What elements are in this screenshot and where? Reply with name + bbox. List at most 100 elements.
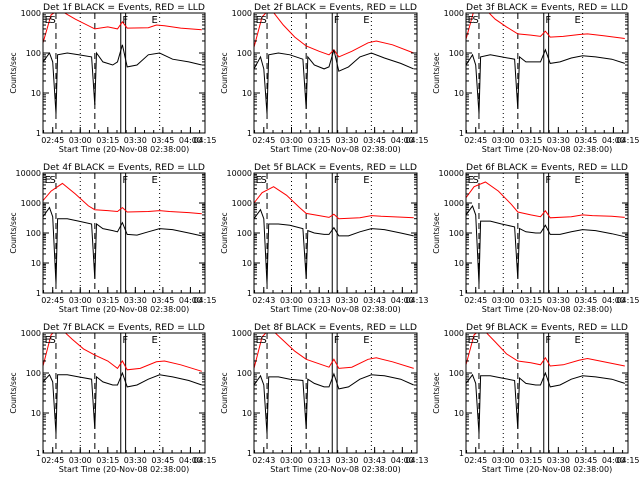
x-tick-label: 02:43 <box>252 296 275 305</box>
x-tick-label: 03:00 <box>492 296 515 305</box>
x-tick-label: 03:15 <box>96 296 119 305</box>
x-axis-label: Start Time (20-Nov-08 02:38:00) <box>482 145 612 154</box>
segment-marker-label: S <box>261 15 267 26</box>
plot-frame <box>42 172 206 294</box>
events-series-line <box>466 48 625 114</box>
x-tick-label: 03:30 <box>124 456 147 465</box>
y-tick-label: 1000 <box>21 199 41 208</box>
x-tick-label: 04:15 <box>616 456 639 465</box>
panel-title: Det 3f BLACK = Events, RED = LLD <box>466 3 628 13</box>
x-tick-label: 03:45 <box>574 456 597 465</box>
x-tick-label: 03:45 <box>363 136 386 145</box>
y-tick-label: 10000 <box>439 169 464 178</box>
lld-series-line <box>254 13 414 58</box>
y-tick-label: 1 <box>36 289 41 298</box>
x-tick-label: 03:30 <box>547 456 570 465</box>
x-tick-label: 02:45 <box>464 456 487 465</box>
segment-marker-label: E <box>45 335 51 346</box>
detector-panel-9: 1 10 100 1000 02:45 03:00 03:15 03:30 03:45 04:00… <box>432 323 640 474</box>
x-tick-label: 03:30 <box>124 296 147 305</box>
y-tick-label: 10 <box>242 89 252 98</box>
x-tick-label: 04:00 <box>179 296 202 305</box>
detector-panel-1: 1 10 100 1000 02:45 03:00 03:15 03:30 03:45 04:00… <box>9 3 217 154</box>
x-tick-label: 04:13 <box>405 456 428 465</box>
x-axis-label: Start Time (20-Nov-08 02:38:00) <box>270 305 400 314</box>
x-tick-label: 03:00 <box>492 136 515 145</box>
detector-panel-6: 1 10 100 1000 10000 02:45 03:00 03:15 03:30 03:45… <box>432 163 640 314</box>
x-tick-label: 03:00 <box>69 456 92 465</box>
segment-marker-label: S <box>261 335 267 346</box>
x-tick-label: 04:15 <box>193 296 216 305</box>
plot-frame <box>253 332 418 454</box>
segment-marker-label: S <box>472 335 478 346</box>
y-tick-label: 1 <box>247 289 252 298</box>
x-tick-label: 03:00 <box>69 136 92 145</box>
segment-marker-label: E <box>575 335 581 346</box>
y-tick-label: 1000 <box>21 329 41 338</box>
x-tick-label: 03:00 <box>280 136 303 145</box>
y-tick-label: 1000 <box>232 329 252 338</box>
y-tick-label: 1000 <box>444 9 464 18</box>
panel-title: Det 6f BLACK = Events, RED = LLD <box>466 163 628 173</box>
y-axis-label: Counts/sec <box>432 372 441 413</box>
events-series-line <box>466 371 625 434</box>
plot-frame <box>253 172 418 294</box>
x-tick-label: 02:45 <box>41 456 64 465</box>
x-tick-label: 04:00 <box>179 136 202 145</box>
events-series-line <box>466 204 625 285</box>
segment-marker-label: E <box>256 15 262 26</box>
events-series-line <box>43 371 202 434</box>
x-tick-label: 02:43 <box>252 456 275 465</box>
y-tick-label: 1 <box>459 449 464 458</box>
y-tick-label: 10000 <box>16 169 41 178</box>
x-tick-label: 03:45 <box>574 136 597 145</box>
segment-marker-label: E <box>363 175 369 186</box>
y-tick-label: 10 <box>454 259 464 268</box>
x-tick-label: 03:45 <box>151 136 174 145</box>
segment-marker-label: E <box>152 15 158 26</box>
segment-marker-label: E <box>468 335 474 346</box>
y-tick-label: 100 <box>26 49 41 58</box>
y-tick-label: 10 <box>31 89 41 98</box>
segment-marker-label: E <box>152 335 158 346</box>
x-tick-label: 02:45 <box>41 136 64 145</box>
segment-marker-label: S <box>49 15 55 26</box>
y-axis-label: Counts/sec <box>9 372 18 413</box>
x-tick-label: 03:43 <box>363 296 386 305</box>
x-tick-label: 03:30 <box>124 136 147 145</box>
segment-marker-label: E <box>468 15 474 26</box>
lld-series-line <box>466 333 625 367</box>
x-tick-label: 03:45 <box>151 296 174 305</box>
x-axis-label: Start Time (20-Nov-08 02:38:00) <box>482 465 612 474</box>
events-series-line <box>43 44 202 114</box>
y-tick-label: 1 <box>459 129 464 138</box>
lld-series-line <box>466 181 625 219</box>
plot-frame <box>42 332 206 454</box>
y-tick-label: 10 <box>242 409 252 418</box>
y-axis-label: Counts/sec <box>220 52 229 93</box>
x-tick-label: 04:15 <box>193 136 216 145</box>
lld-series-line <box>43 13 202 43</box>
lld-series-line <box>43 182 202 215</box>
segment-marker-label: E <box>256 335 262 346</box>
x-tick-label: 04:15 <box>616 296 639 305</box>
y-tick-label: 10 <box>242 259 252 268</box>
panel-title: Det 2f BLACK = Events, RED = LLD <box>254 3 417 13</box>
x-tick-label: 04:13 <box>405 296 428 305</box>
x-tick-label: 04:00 <box>602 136 625 145</box>
segment-marker-label: E <box>45 15 51 26</box>
segment-marker-label: F <box>334 175 340 186</box>
detector-panel-8: 1 10 100 1000 02:43 03:00 03:13 03:30 03:43 04:00… <box>220 323 429 474</box>
x-tick-label: 03:00 <box>280 296 303 305</box>
x-tick-label: 04:15 <box>193 456 216 465</box>
x-axis-label: Start Time (20-Nov-08 02:38:00) <box>270 145 400 154</box>
segment-marker-label: F <box>122 175 128 186</box>
x-tick-label: 03:15 <box>96 456 119 465</box>
y-tick-label: 100 <box>449 49 464 58</box>
x-tick-label: 03:15 <box>519 456 542 465</box>
x-tick-label: 04:00 <box>602 456 625 465</box>
x-tick-label: 03:15 <box>519 136 542 145</box>
x-tick-label: 04:00 <box>391 296 414 305</box>
x-tick-label: 04:15 <box>616 136 639 145</box>
x-axis-label: Start Time (20-Nov-08 02:38:00) <box>270 465 400 474</box>
